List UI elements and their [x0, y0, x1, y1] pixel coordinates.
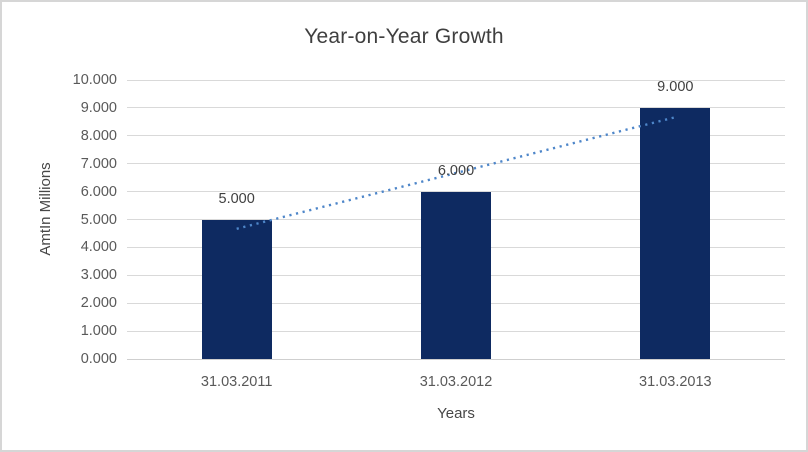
y-tick-label: 4.000: [80, 239, 117, 256]
bar: [640, 107, 711, 359]
x-tick-label: 31.03.2013: [639, 374, 712, 390]
x-tick-label: 31.03.2012: [419, 374, 493, 390]
x-axis-line: [127, 358, 785, 360]
bar: [421, 191, 491, 359]
y-tick-label: 1.000: [80, 323, 117, 340]
y-tick-label: 0.000: [80, 351, 117, 367]
data-label: 6.000: [437, 162, 475, 179]
chart-title: Year-on-Year Growth: [304, 25, 504, 48]
y-tick-label: 5.000: [80, 211, 117, 228]
data-label: 9.000: [657, 78, 694, 95]
y-tick-label: 6.000: [80, 183, 117, 200]
gridline: [127, 79, 785, 81]
x-tick-label: 31.03.2011: [200, 374, 273, 390]
y-tick-label: 9.000: [80, 99, 117, 116]
y-tick-label: 3.000: [80, 267, 117, 284]
y-tick-label: 10.000: [72, 72, 117, 88]
plot-area: 5.000 6.000 9.000: [127, 78, 785, 360]
gridline: [127, 107, 785, 109]
y-tick-label: 8.000: [80, 127, 117, 144]
x-axis-title: Years: [437, 405, 475, 422]
data-label: 5.000: [218, 190, 255, 207]
y-tick-label: 7.000: [80, 155, 117, 172]
y-tick-label: 2.000: [80, 295, 117, 312]
bar: [201, 219, 272, 359]
